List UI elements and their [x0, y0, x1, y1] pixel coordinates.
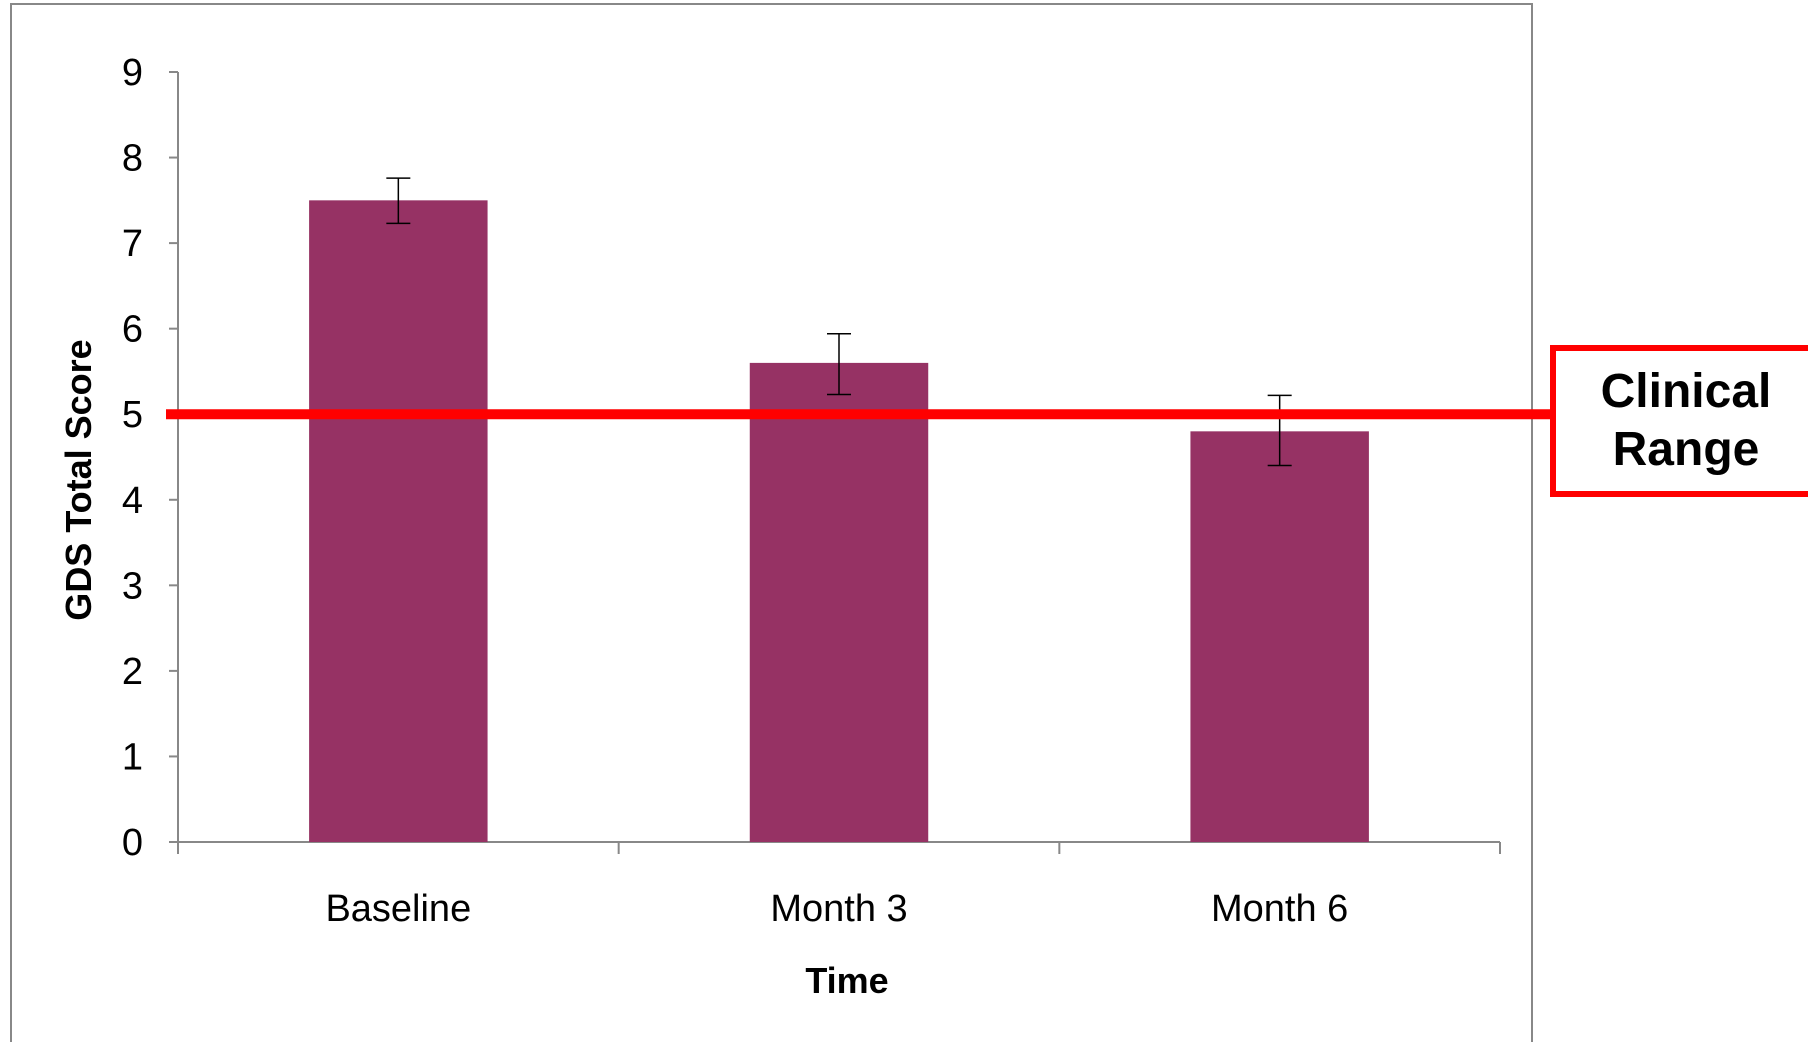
y-tick-label: 5 — [122, 394, 143, 436]
y-tick-label: 8 — [122, 138, 143, 180]
x-tick-label-month-6: Month 6 — [1211, 888, 1348, 930]
y-tick-label: 6 — [122, 309, 143, 351]
y-axis: 0 1 2 3 4 5 6 7 8 9 — [122, 52, 179, 864]
y-tick-label: 1 — [122, 736, 143, 778]
bar-month-6 — [1190, 431, 1369, 842]
x-axis-title: Time — [805, 960, 888, 1001]
y-tick-label: 4 — [122, 480, 143, 522]
y-tick-label: 3 — [122, 565, 143, 607]
y-tick-label: 7 — [122, 223, 143, 265]
clinical-range-callout-box — [1550, 345, 1808, 497]
y-axis-title: GDS Total Score — [58, 339, 99, 620]
bar-series — [309, 177, 1369, 843]
y-tick-label: 0 — [122, 822, 143, 864]
bar-baseline — [309, 200, 488, 843]
clinical-range-label-line-2: Range — [1613, 423, 1760, 476]
y-tick-label: 2 — [122, 651, 143, 693]
x-tick-label-baseline: Baseline — [325, 888, 471, 930]
clinical-range-label-line-1: Clinical — [1601, 365, 1772, 418]
y-tick-label: 9 — [122, 52, 143, 94]
x-tick-labels: Baseline Month 3 Month 6 — [325, 888, 1348, 930]
x-tick-label-month-3: Month 3 — [770, 888, 907, 930]
bar-month-3 — [749, 362, 929, 842]
